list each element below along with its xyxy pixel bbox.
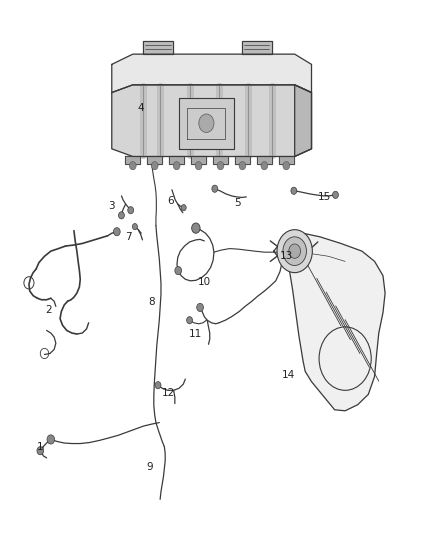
- Text: 4: 4: [138, 103, 145, 113]
- Circle shape: [37, 447, 44, 455]
- Polygon shape: [274, 233, 385, 411]
- Circle shape: [217, 161, 224, 170]
- Circle shape: [199, 114, 214, 132]
- Text: 8: 8: [148, 297, 155, 308]
- Text: 6: 6: [167, 196, 174, 206]
- Circle shape: [132, 223, 138, 230]
- Circle shape: [195, 161, 202, 170]
- Polygon shape: [213, 157, 228, 164]
- Circle shape: [239, 161, 246, 170]
- Circle shape: [261, 161, 268, 170]
- Text: 1: 1: [37, 442, 44, 451]
- Circle shape: [128, 207, 134, 214]
- Polygon shape: [235, 157, 250, 164]
- Circle shape: [291, 187, 297, 195]
- Circle shape: [173, 161, 180, 170]
- Circle shape: [175, 266, 182, 274]
- Circle shape: [283, 237, 307, 265]
- Circle shape: [332, 191, 339, 198]
- Polygon shape: [295, 85, 311, 157]
- Text: 3: 3: [109, 201, 115, 211]
- Circle shape: [113, 228, 120, 236]
- Polygon shape: [112, 54, 311, 93]
- Text: 14: 14: [282, 370, 295, 380]
- Text: 12: 12: [162, 389, 175, 398]
- Circle shape: [187, 317, 193, 324]
- Polygon shape: [143, 42, 173, 54]
- Circle shape: [277, 230, 312, 273]
- Circle shape: [152, 161, 158, 170]
- Circle shape: [197, 303, 203, 311]
- Polygon shape: [279, 157, 294, 164]
- Polygon shape: [112, 85, 311, 157]
- Polygon shape: [242, 42, 272, 54]
- Text: 2: 2: [46, 305, 52, 315]
- Text: 9: 9: [146, 462, 153, 472]
- Text: 10: 10: [198, 277, 211, 287]
- Circle shape: [119, 212, 124, 219]
- Polygon shape: [191, 157, 206, 164]
- Circle shape: [289, 244, 300, 259]
- Polygon shape: [179, 98, 234, 149]
- Circle shape: [155, 382, 161, 389]
- Text: 7: 7: [125, 232, 132, 242]
- Text: 11: 11: [189, 329, 202, 339]
- Circle shape: [47, 435, 55, 444]
- Text: 15: 15: [318, 192, 331, 203]
- Circle shape: [192, 223, 200, 233]
- Polygon shape: [169, 157, 184, 164]
- Polygon shape: [147, 157, 162, 164]
- Text: 5: 5: [235, 198, 241, 207]
- Circle shape: [283, 161, 290, 170]
- Circle shape: [181, 205, 186, 211]
- Text: 13: 13: [279, 251, 293, 261]
- Circle shape: [130, 161, 136, 170]
- Polygon shape: [257, 157, 272, 164]
- Circle shape: [212, 185, 218, 192]
- Polygon shape: [125, 157, 140, 164]
